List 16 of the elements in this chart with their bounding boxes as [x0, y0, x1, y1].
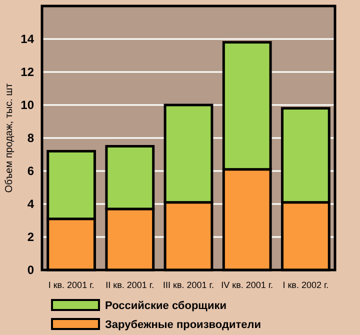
x-tick-label: II кв. 2001 г.	[106, 280, 154, 290]
y-tick-label: 4	[27, 197, 34, 212]
y-tick-label: 12	[20, 65, 34, 80]
y-tick-label: 2	[27, 230, 34, 244]
y-tick-label: 14	[20, 32, 34, 46]
legend-label: Российские сборщики	[105, 300, 226, 312]
y-tick-label: 6	[27, 164, 34, 178]
y-tick-label: 8	[27, 131, 34, 146]
legend-label: Зарубежные производители	[105, 319, 261, 331]
y-tick-label: 0	[27, 263, 34, 278]
y-axis-title: Объем продаж, тыс. шт	[4, 82, 15, 193]
x-tick-label: III кв. 2001 г.	[163, 280, 214, 290]
x-tick-label: I кв. 2001 г.	[48, 280, 94, 290]
x-tick-label: I кв. 2002 г.	[282, 280, 329, 290]
y-tick-label: 10	[20, 98, 34, 112]
x-tick-label: IV кв. 2001 г.	[221, 280, 274, 290]
